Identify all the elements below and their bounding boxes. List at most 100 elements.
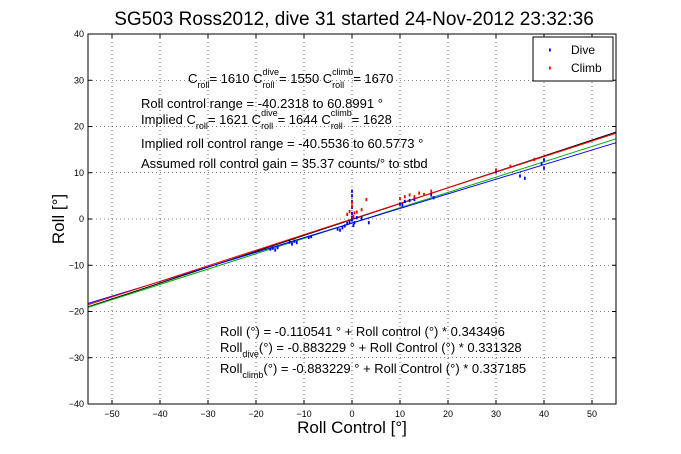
annotation-gain: Assumed roll control gain = 35.37 counts… (141, 156, 428, 171)
x-tick-label-1: −40 (152, 409, 167, 419)
x-tick-labels: −50 −40 −30 −20 −10 0 10 20 30 40 50 (104, 409, 597, 419)
point-climb-16 (495, 168, 497, 172)
annotation-implied-c-roll-part-6: roll (331, 121, 343, 131)
point-dive-34 (432, 196, 435, 200)
x-tick-label-3: −20 (248, 409, 263, 419)
point-dive-5 (291, 242, 293, 246)
point-dive-26 (360, 216, 363, 220)
point-climb-7 (360, 208, 363, 212)
x-tick-label-0: −50 (104, 409, 119, 419)
point-dive-28 (399, 202, 401, 206)
annotation-fit-dive: Roll dive (°) = -0.883229 ° + Roll Contro… (220, 340, 522, 359)
annotation-c-roll-part-3: roll (263, 80, 275, 90)
y-tick-label-1: −30 (69, 353, 84, 363)
annotation-c-roll-part-1: roll (197, 80, 209, 90)
x-tick-label-7: 20 (443, 409, 453, 419)
annotation-c-roll-part-4: dive (263, 67, 280, 77)
annotation-implied-c-roll-part-0: Implied C (141, 112, 196, 127)
point-climb-11 (408, 193, 411, 197)
annotation-c-roll-part-5: = 1550 C (279, 71, 332, 86)
point-dive-35 (495, 170, 497, 174)
x-tick-label-2: −30 (200, 409, 215, 419)
plot-frame (87, 33, 617, 405)
point-climb-18 (533, 157, 536, 161)
y-tick-label-4: 0 (79, 214, 84, 224)
point-dive-3 (276, 246, 279, 250)
point-dive-2 (274, 248, 277, 252)
y-tick-label-6: 20 (74, 122, 84, 132)
x-axis-label: Roll Control [°] (297, 418, 407, 437)
annotation-implied-c-roll-part-3: roll (261, 121, 273, 131)
annotation-fit-climb: Roll climb (°) = -0.883229 ° + Roll Contr… (220, 361, 526, 380)
y-tick-label-3: −10 (69, 260, 84, 270)
legend-marker-0 (549, 48, 551, 52)
point-climb-9 (399, 197, 401, 201)
legend: Dive Climb (532, 36, 614, 82)
annotation-fit-climb-part-0: Roll (220, 361, 243, 376)
legend-label-1: Climb (571, 61, 602, 75)
y-axis-label: Roll [°] (49, 194, 68, 244)
data-points (269, 157, 545, 252)
x-tick-label-10: 50 (587, 409, 597, 419)
annotation-implied-c-roll-part-7: climb (331, 108, 352, 118)
point-dive-30 (403, 199, 406, 204)
point-climb-2 (351, 204, 353, 208)
annotation-fit-all: Roll (°) = -0.110541 ° + Roll control (°… (220, 324, 505, 339)
y-tick-label-7: 30 (74, 75, 84, 85)
point-dive-10 (336, 227, 339, 231)
point-dive-36 (519, 174, 521, 178)
point-dive-22 (351, 189, 353, 193)
point-dive-24 (353, 221, 356, 225)
point-dive-9 (310, 234, 313, 239)
y-tick-label-0: −40 (69, 399, 84, 409)
point-dive-38 (540, 161, 543, 166)
annotation-implied-c-roll-part-4: dive (261, 108, 278, 118)
point-dive-33 (430, 193, 433, 197)
annotation-c-roll-part-2: = 1610 C (209, 71, 262, 86)
point-dive-14 (346, 222, 349, 226)
point-climb-0 (346, 212, 349, 216)
point-dive-0 (269, 247, 272, 251)
annotation-implied-range-part-0: Implied roll control range = -40.5536 to… (141, 136, 423, 151)
annotation-roll-range-part-0: Roll control range = -40.2318 to 60.8991… (141, 96, 383, 111)
y-tick-label-5: 10 (74, 168, 84, 178)
point-climb-8 (365, 197, 368, 202)
point-dive-27 (367, 221, 370, 225)
point-climb-10 (403, 195, 406, 199)
legend-marker-1 (549, 66, 551, 70)
point-dive-11 (339, 228, 341, 232)
point-dive-37 (523, 176, 526, 180)
point-dive-4 (288, 240, 291, 244)
point-dive-8 (307, 235, 310, 240)
annotation-c-roll-part-0: C (188, 71, 197, 86)
point-climb-6 (355, 210, 358, 214)
point-dive-23 (352, 223, 355, 228)
point-dive-32 (413, 197, 416, 202)
point-dive-39 (543, 166, 545, 170)
x-tick-label-9: 40 (539, 409, 549, 419)
point-climb-15 (430, 189, 433, 193)
point-climb-1 (348, 210, 351, 214)
point-climb-4 (352, 215, 355, 219)
annotation-fit-dive-part-2: (°) = -0.883229 ° + Roll Control (°) * 0… (259, 340, 522, 355)
annotation-c-roll-part-6: roll (332, 80, 344, 90)
point-dive-1 (271, 246, 274, 250)
point-climb-13 (418, 191, 421, 195)
annotation-fit-dive-part-1: dive (242, 349, 259, 359)
y-tick-labels: −40 −30 −20 −10 0 10 20 30 40 (69, 29, 84, 409)
annotation-fit-all-part-0: Roll (°) = -0.110541 ° + Roll control (°… (220, 324, 505, 339)
annotation-fit-dive-part-0: Roll (220, 340, 243, 355)
point-climb-14 (423, 192, 425, 197)
point-dive-17 (351, 215, 353, 219)
x-tick-label-8: 30 (491, 409, 501, 419)
annotation-implied-c-roll-part-1: roll (196, 121, 208, 131)
point-dive-29 (401, 203, 404, 207)
point-dive-21 (351, 194, 353, 198)
point-dive-13 (343, 224, 346, 228)
point-dive-31 (408, 198, 411, 203)
annotation-implied-c-roll-part-5: = 1644 C (278, 112, 331, 127)
x-tick-label-4: −10 (296, 409, 311, 419)
